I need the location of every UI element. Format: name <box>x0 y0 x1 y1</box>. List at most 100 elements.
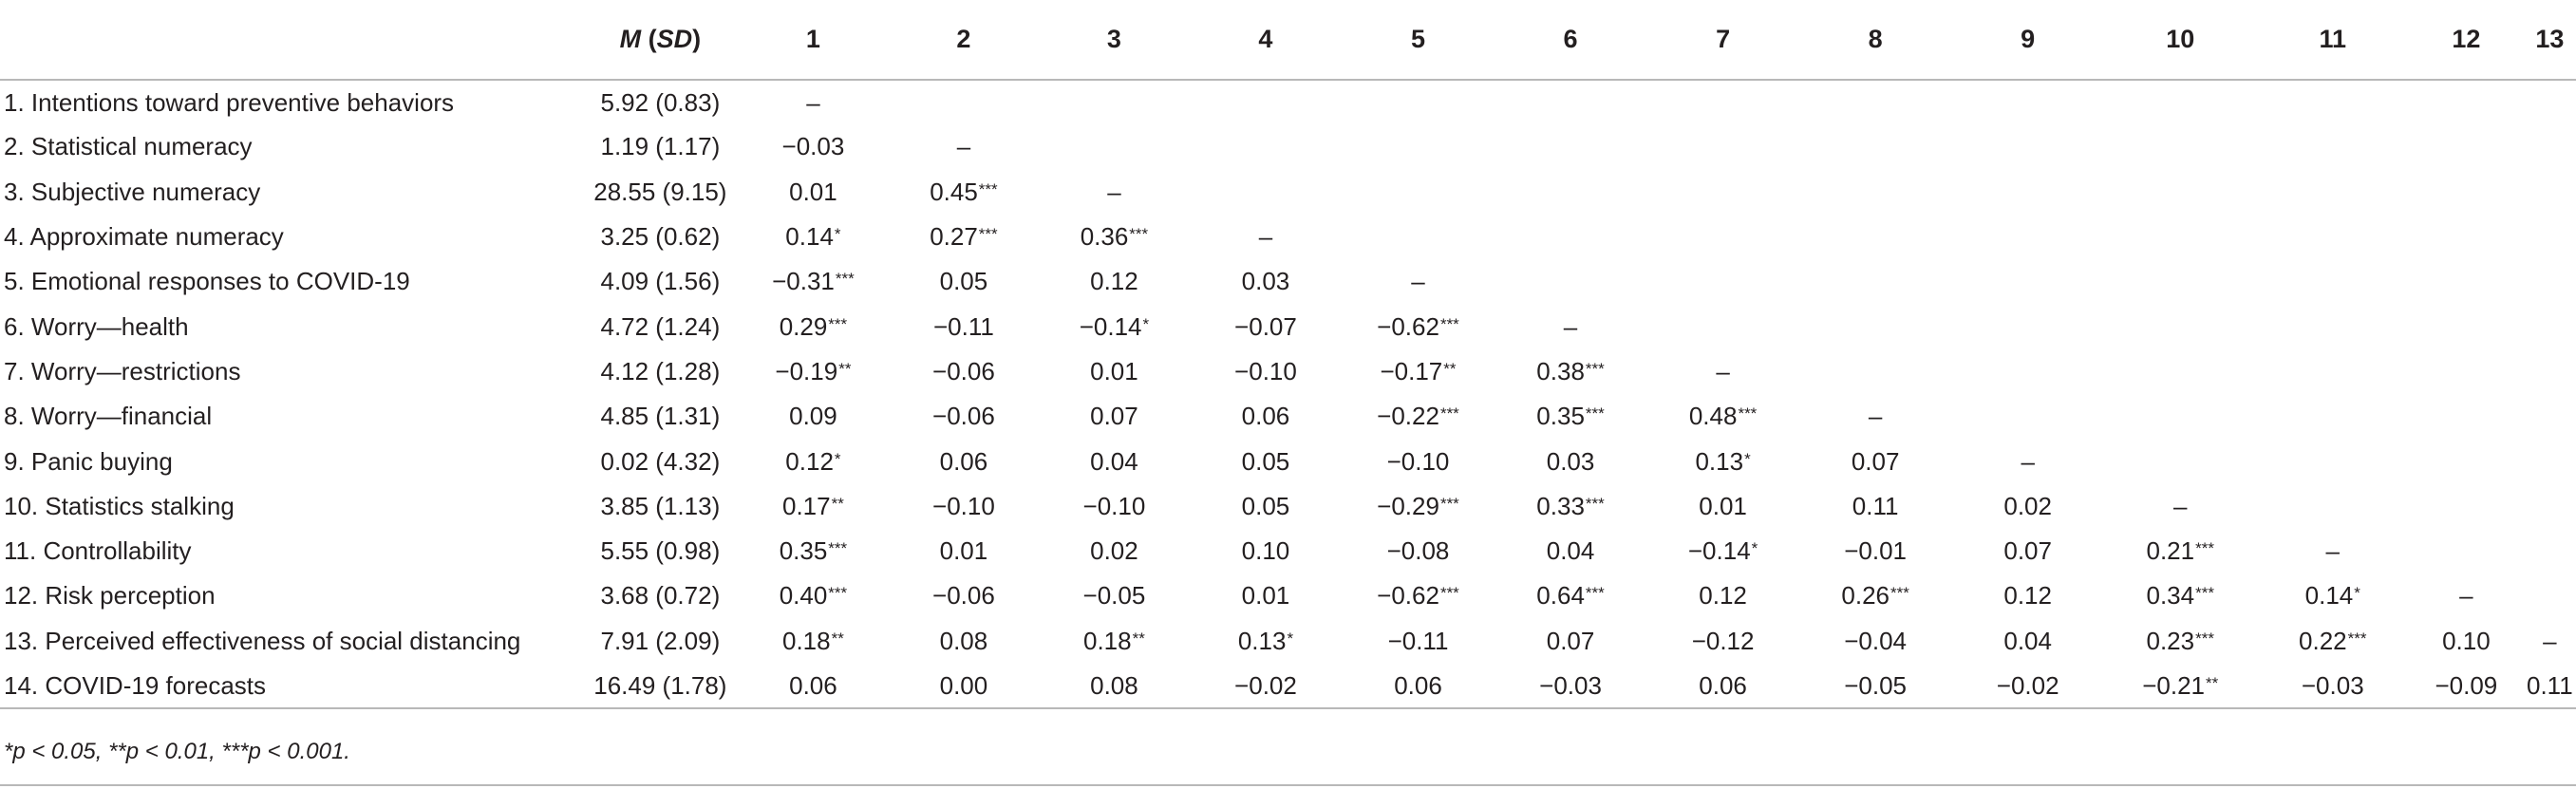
correlation-value: 0.07 <box>1546 626 1595 655</box>
correlation-value: −0.31 <box>772 267 835 296</box>
correlation-value: −0.14 <box>1687 536 1751 566</box>
correlation-cell <box>2524 529 2576 573</box>
correlation-cell: 0.00 <box>888 663 1040 710</box>
correlation-cell <box>2257 484 2410 529</box>
significance-stars: ** <box>2206 673 2219 692</box>
correlation-cell: −0.11 <box>889 304 1040 348</box>
correlation-cell <box>2257 215 2410 259</box>
correlation-cell <box>1646 259 1799 304</box>
correlation-cell <box>1799 259 1952 304</box>
correlation-cell: 0.34*** <box>2104 573 2257 618</box>
significance-stars: *** <box>1439 314 1459 333</box>
correlation-value: 0.13 <box>1695 446 1744 476</box>
correlation-cell <box>1951 124 2104 169</box>
correlation-cell <box>1951 304 2104 348</box>
correlation-cell <box>2257 349 2410 394</box>
correlation-cell: −0.22*** <box>1342 394 1495 439</box>
correlation-cell <box>1190 80 1343 124</box>
correlation-cell <box>1799 215 1952 259</box>
correlation-value: – <box>806 87 820 117</box>
correlation-cell: −0.04 <box>1799 619 1952 664</box>
correlation-value: 0.33 <box>1536 491 1585 520</box>
correlation-value: 0.01 <box>789 177 837 206</box>
significance-stars: *** <box>1738 404 1758 423</box>
correlation-cell: 0.21*** <box>2104 529 2257 573</box>
row-label: 1. Intentions toward preventive behavior… <box>4 87 455 117</box>
correlation-cell: 0.05 <box>1190 439 1343 483</box>
correlation-cell: −0.08 <box>1342 529 1495 573</box>
correlation-value: 0.34 <box>2146 581 2195 611</box>
table-row: 4. Approximate numeracy 3.25 (0.62) 0.14* 0… <box>0 215 2576 259</box>
header-col-1: 1 <box>738 0 889 81</box>
significance-stars: *** <box>2195 629 2214 648</box>
significance-stars: * <box>1287 629 1294 648</box>
header-col-3: 3 <box>1039 0 1190 81</box>
correlation-cell: −0.14* <box>1646 529 1799 573</box>
correlation-cell <box>2104 439 2257 483</box>
correlation-value: 0.06 <box>1241 402 1290 431</box>
correlation-cell <box>1799 304 1952 348</box>
correlation-cell <box>2104 215 2257 259</box>
correlation-cell: −0.31*** <box>738 259 889 304</box>
correlation-value: −0.10 <box>1386 446 1450 476</box>
correlation-cell <box>2524 170 2576 215</box>
correlation-cell: 0.01 <box>1039 349 1190 394</box>
correlation-value: 0.38 <box>1536 356 1585 385</box>
significance-stars: *** <box>2195 584 2214 603</box>
correlation-cell: 0.05 <box>1190 484 1343 529</box>
correlation-cell: – <box>2257 529 2410 573</box>
correlation-cell: −0.03 <box>1494 663 1647 710</box>
row-mean-sd: 5.55 (0.98) <box>600 536 721 566</box>
correlation-value: 0.48 <box>1688 402 1738 431</box>
correlation-cell: – <box>2104 484 2257 529</box>
correlation-cell: 0.27*** <box>889 215 1040 259</box>
correlation-cell: 0.02 <box>1039 529 1190 573</box>
correlation-cell: −0.06 <box>889 573 1040 618</box>
correlation-value: −0.01 <box>1844 536 1908 566</box>
significance-stars: * <box>834 225 841 244</box>
correlation-cell: 0.06 <box>889 439 1040 483</box>
correlation-cell <box>2409 124 2524 169</box>
correlation-cell <box>2104 124 2257 169</box>
correlation-value: 0.06 <box>789 670 837 700</box>
header-row: M (SD) 1 2 3 4 5 6 7 8 9 10 11 12 13 <box>0 0 2576 81</box>
correlation-cell <box>889 80 1040 124</box>
correlation-value: −0.06 <box>932 356 995 385</box>
correlation-table: M (SD) 1 2 3 4 5 6 7 8 9 10 11 12 13 1. Intentions t… <box>0 0 2576 710</box>
correlation-cell: 0.08 <box>1039 663 1190 710</box>
correlation-cell: −0.06 <box>889 349 1040 394</box>
correlation-cell <box>1646 170 1799 215</box>
significance-stars: *** <box>2347 629 2367 648</box>
significance-stars: *** <box>978 179 998 198</box>
correlation-cell: 0.06 <box>1342 663 1495 710</box>
correlation-cell <box>1342 215 1495 259</box>
correlation-value: 0.18 <box>782 626 831 655</box>
correlation-value: 0.14 <box>785 222 834 252</box>
significance-stars: * <box>1751 539 1758 558</box>
correlation-value: 0.07 <box>2003 536 2052 566</box>
row-mean-sd: 3.68 (0.72) <box>600 581 721 611</box>
correlation-cell: 0.40*** <box>738 573 889 618</box>
correlation-cell <box>1646 215 1799 259</box>
correlation-value: 0.09 <box>789 402 837 431</box>
correlation-cell: 0.08 <box>889 619 1040 664</box>
correlation-value: 0.04 <box>1090 446 1138 476</box>
correlation-cell <box>1342 170 1495 215</box>
correlation-cell <box>2104 304 2257 348</box>
correlation-value: 0.08 <box>1090 670 1138 700</box>
row-mean-sd: 7.91 (2.09) <box>600 626 721 655</box>
correlation-cell <box>1951 259 2104 304</box>
correlation-value: −0.10 <box>932 491 995 520</box>
correlation-cell <box>1039 124 1190 169</box>
correlation-value: −0.10 <box>1082 491 1146 520</box>
significance-stars: *** <box>828 584 848 603</box>
correlation-value: 0.04 <box>2003 626 2052 655</box>
row-mean-sd: 4.85 (1.31) <box>600 402 721 431</box>
significance-stars: ** <box>1443 359 1457 378</box>
correlation-cell <box>1495 170 1647 215</box>
correlation-value: −0.22 <box>1377 402 1439 431</box>
correlation-value: −0.10 <box>1234 356 1297 385</box>
correlation-cell <box>1646 80 1799 124</box>
correlation-value: 0.10 <box>2442 626 2491 655</box>
correlation-cell: 0.01 <box>738 170 889 215</box>
